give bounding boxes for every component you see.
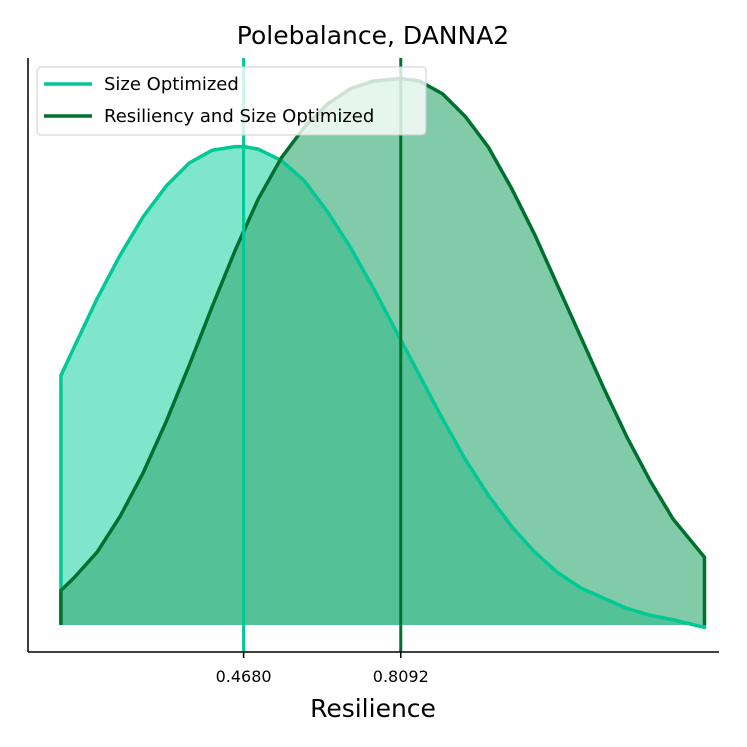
x-tick-label-2: 0.8092 (373, 667, 429, 686)
plot-area (59, 58, 707, 652)
chart-title: Polebalance, DANNA2 (237, 21, 509, 50)
legend-label-1: Size Optimized (104, 74, 239, 95)
legend-box (36, 66, 427, 136)
series-1-line (59, 144, 707, 630)
legend-label-2: Resiliency and Size Optimized (104, 106, 374, 127)
x-tick-label-1: 0.4680 (216, 667, 272, 686)
x-axis-label: Resilience (310, 694, 436, 723)
axes: 0.4680 0.8092 (27, 58, 719, 686)
legend: Size Optimized Resiliency and Size Optimi… (36, 66, 427, 136)
series-2-fill (60, 78, 705, 625)
